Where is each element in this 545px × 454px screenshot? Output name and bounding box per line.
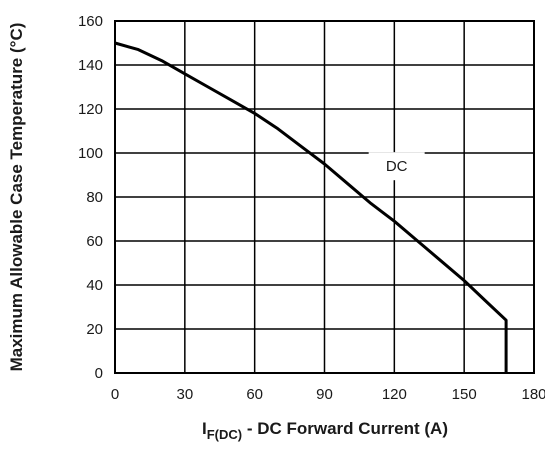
x-axis-text: - DC Forward Current (A)	[242, 419, 448, 438]
y-tick-label: 60	[86, 233, 103, 250]
x-tick-labels: 0 30 60 90 120 150 180	[111, 386, 545, 403]
x-tick-label: 30	[176, 386, 193, 403]
annotation-label: DC	[386, 158, 408, 175]
x-tick-label: 60	[246, 386, 263, 403]
annotation-background	[368, 152, 425, 181]
series-line	[114, 41, 508, 373]
x-tick-label: 0	[111, 386, 119, 403]
y-tick-label: 100	[78, 145, 103, 162]
y-tick-label: 140	[78, 57, 103, 74]
y-tick-label: 80	[86, 189, 103, 206]
y-tick-label: 160	[78, 13, 103, 30]
grid	[115, 21, 534, 373]
y-tick-labels: 0 20 40 60 80 100 120 140 160	[78, 13, 103, 382]
y-tick-label: 40	[86, 277, 103, 294]
y-axis-title: Maximum Allowable Case Temperature (°C)	[7, 23, 26, 372]
x-tick-label: 180	[521, 386, 545, 403]
x-axis-subscript: F(DC)	[207, 427, 242, 442]
x-tick-label: 150	[452, 386, 477, 403]
x-tick-label: 120	[382, 386, 407, 403]
y-tick-label: 20	[86, 321, 103, 338]
x-axis-title: IF(DC) - DC Forward Current (A)	[202, 419, 448, 442]
x-tick-label: 90	[316, 386, 333, 403]
y-tick-label: 120	[78, 101, 103, 118]
y-tick-label: 0	[95, 365, 103, 382]
x-axis-symbol: I	[202, 419, 207, 438]
